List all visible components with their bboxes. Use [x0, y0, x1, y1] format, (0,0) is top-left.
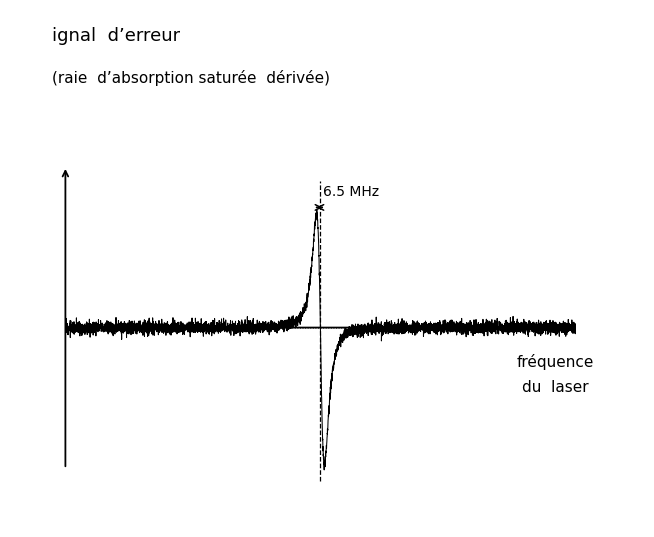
Text: fréquence: fréquence [517, 354, 594, 369]
Text: ignal  d’erreur: ignal d’erreur [52, 27, 181, 45]
Text: du  laser: du laser [522, 380, 589, 395]
Text: (raie  d’absorption saturée  dérivée): (raie d’absorption saturée dérivée) [52, 70, 330, 86]
Text: 6.5 MHz: 6.5 MHz [323, 185, 379, 199]
